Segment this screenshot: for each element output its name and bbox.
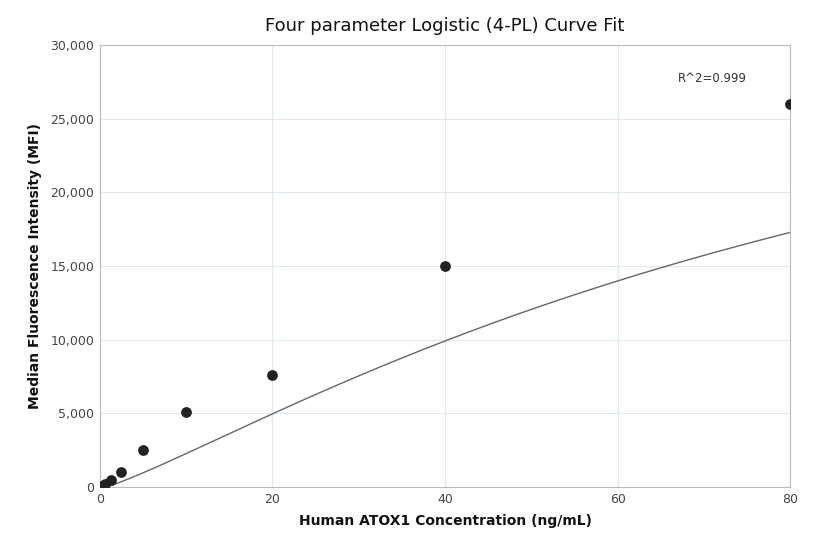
- Text: R^2=0.999: R^2=0.999: [678, 72, 747, 85]
- Point: [266, 371, 280, 380]
- Point: [136, 446, 150, 455]
- Point: [95, 482, 108, 491]
- Point: [180, 408, 193, 417]
- Point: [104, 475, 117, 484]
- Point: [98, 480, 111, 489]
- Title: Four parameter Logistic (4-PL) Curve Fit: Four parameter Logistic (4-PL) Curve Fit: [265, 17, 625, 35]
- Point: [438, 262, 452, 270]
- Point: [784, 99, 797, 108]
- X-axis label: Human ATOX1 Concentration (ng/mL): Human ATOX1 Concentration (ng/mL): [299, 514, 592, 528]
- Y-axis label: Median Fluorescence Intensity (MFI): Median Fluorescence Intensity (MFI): [28, 123, 42, 409]
- Point: [115, 468, 128, 477]
- Point: [96, 481, 109, 490]
